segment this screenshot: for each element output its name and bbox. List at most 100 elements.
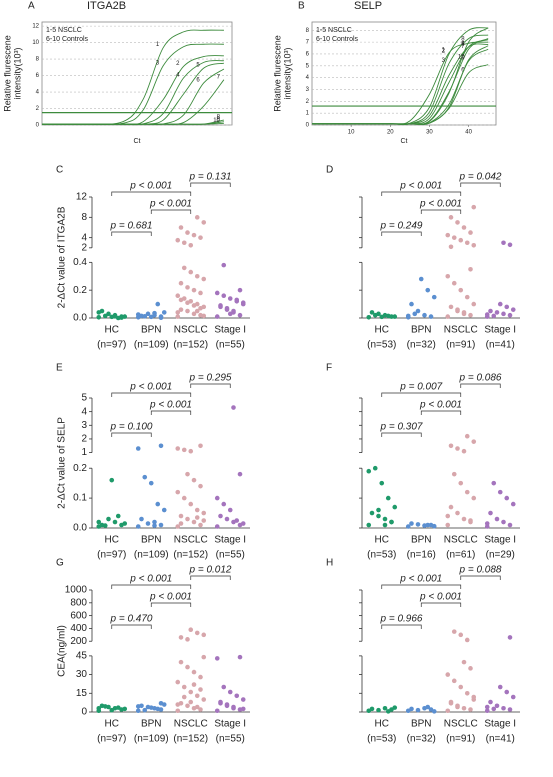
data-point [445,522,451,528]
curve-label: 7 [461,44,465,50]
data-point [191,477,197,483]
data-point [198,522,203,528]
data-point [191,519,197,525]
x-axis-label: Ct [401,138,408,145]
data-point [201,220,207,225]
data-point [135,446,141,451]
data-point [497,489,503,495]
data-point [161,507,167,513]
curve-label: 3 [442,58,446,64]
data-point [494,516,500,522]
data-point [122,521,128,526]
data-point [455,704,460,710]
curve-label: 8 [217,115,221,121]
data-point [214,656,220,661]
data-point [497,684,503,690]
data-point [425,522,431,528]
data-point [389,519,394,525]
data-point [181,495,187,501]
data-point [471,204,477,210]
data-point [158,315,164,321]
x-tick-label: HC [105,719,119,730]
data-point [507,312,513,318]
plot-frame [311,21,497,126]
data-point [227,296,233,301]
data-point [102,523,108,528]
data-point [405,524,411,529]
data-point [510,307,516,312]
y-tick-label: 200 [70,636,87,647]
data-point [188,501,194,507]
data-point [455,308,460,314]
data-point [155,301,161,307]
x-axis-label: Ct [134,138,141,145]
data-point [491,706,497,712]
y-tick-label: 1 [81,447,87,458]
data-point [448,244,454,250]
x-tick-label: 10 [348,130,355,136]
y-tick-label: 1 [306,111,310,117]
data-point [451,235,457,240]
data-point [234,693,240,699]
data-point [376,707,381,713]
bracket [381,231,422,236]
bracket [460,383,501,388]
y-tick-label: 5 [81,393,87,404]
data-point [194,630,200,636]
x-tick-label: HC [375,535,389,546]
p-value: p < 0.001 [129,181,172,192]
data-point [471,439,477,444]
p-value: p = 0.295 [189,373,232,384]
data-point [175,679,181,685]
x-tick-label: HC [375,325,389,336]
y-axis-label: 2-ΔCt value of ITGA2B [57,206,68,308]
y-tick-label: 6 [36,73,40,79]
bracket [150,410,192,415]
data-point [155,501,161,507]
y-tick-label: 8 [306,28,310,34]
data-point [181,694,187,700]
data-point [201,697,207,702]
data-point [185,230,190,235]
y-tick-label: 5 [306,63,310,69]
data-point [412,311,418,317]
y-axis-label: Relative flurescene [2,35,12,112]
x-tick-label: Stage I [484,719,516,730]
x-tick-label: Stage I [214,535,246,546]
x-tick-label: BPN [141,535,162,546]
n-label: (n=55) [216,550,245,561]
panel-letter: D [326,165,333,176]
data-point [142,707,148,713]
p-value: p < 0.001 [399,181,442,192]
y-tick-label: 8 [36,57,40,63]
data-point [382,705,388,711]
data-point [145,521,151,526]
data-point [464,637,470,643]
data-point [461,225,467,230]
data-point [198,687,203,692]
data-point [458,237,464,243]
data-point [221,262,227,268]
bracket [111,432,152,437]
data-point [198,290,203,296]
data-point [191,303,197,308]
annotation: 1-5 NSCLC [46,27,82,34]
y-tick-label: 12 [76,192,88,203]
data-point [214,290,220,296]
x-tick-label: 40 [465,130,472,136]
data-point [175,489,181,495]
data-point [221,501,227,507]
y-tick-label: 600 [70,610,87,621]
data-point [185,703,190,709]
bracket [150,602,192,607]
data-point [451,678,457,684]
data-point [185,285,190,290]
n-label: (n=32) [407,734,436,745]
y-tick-label: 6 [306,52,310,58]
bracket [111,584,192,589]
data-point [405,313,411,319]
data-point [415,308,421,314]
x-tick-label: HC [105,325,119,336]
y-tick-label: 2 [36,106,40,112]
data-point [494,310,500,315]
